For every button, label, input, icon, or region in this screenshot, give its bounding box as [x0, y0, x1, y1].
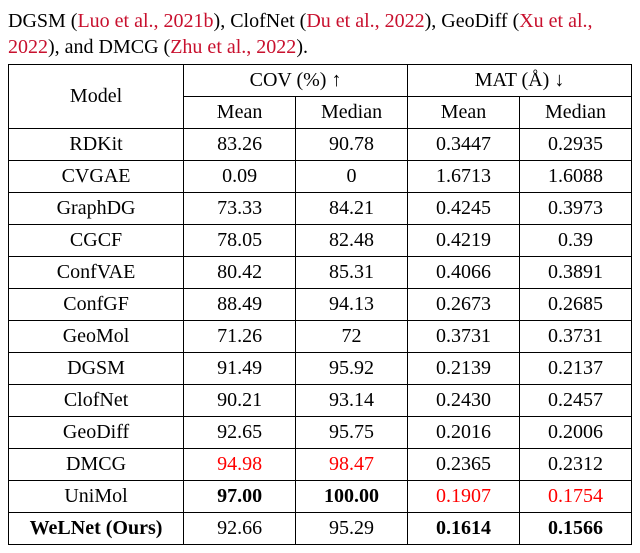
model-cell: CVGAE	[9, 161, 184, 193]
model-cell: DMCG	[9, 449, 184, 481]
col-header-mean: Mean	[184, 97, 296, 129]
mat-median-cell: 0.39	[520, 225, 632, 257]
caption-text: ).	[296, 36, 308, 58]
table-row: GraphDG73.3384.210.42450.3973	[9, 193, 632, 225]
cov-median-cell: 72	[296, 321, 408, 353]
cov-mean-cell: 90.21	[184, 385, 296, 417]
caption-text: ), ClofNet (	[214, 10, 307, 32]
model-cell: CGCF	[9, 225, 184, 257]
cov-median-cell: 98.47	[296, 449, 408, 481]
col-header-median: Median	[296, 97, 408, 129]
cov-mean-cell: 73.33	[184, 193, 296, 225]
cov-mean-cell: 91.49	[184, 353, 296, 385]
mat-median-cell: 1.6088	[520, 161, 632, 193]
cov-median-cell: 94.13	[296, 289, 408, 321]
col-header-cov: COV (%) ↑	[184, 65, 408, 97]
results-table: Model COV (%) ↑ MAT (Å) ↓ Mean Median Me…	[8, 64, 632, 545]
mat-median-cell: 0.2935	[520, 129, 632, 161]
table-header-row: Model COV (%) ↑ MAT (Å) ↓	[9, 65, 632, 97]
col-header-model: Model	[9, 65, 184, 129]
mat-mean-cell: 0.1614	[408, 513, 520, 545]
mat-mean-cell: 0.4245	[408, 193, 520, 225]
table-row: CGCF78.0582.480.42190.39	[9, 225, 632, 257]
mat-median-cell: 0.1566	[520, 513, 632, 545]
table-row: ConfGF88.4994.130.26730.2685	[9, 289, 632, 321]
mat-mean-cell: 0.4219	[408, 225, 520, 257]
table-row: WeLNet (Ours)92.6695.290.16140.1566	[9, 513, 632, 545]
table-row: CVGAE0.0901.67131.6088	[9, 161, 632, 193]
mat-mean-cell: 0.2139	[408, 353, 520, 385]
mat-mean-cell: 0.3447	[408, 129, 520, 161]
cov-median-cell: 95.92	[296, 353, 408, 385]
cov-median-cell: 84.21	[296, 193, 408, 225]
table-row: ConfVAE80.4285.310.40660.3891	[9, 257, 632, 289]
col-header-mean: Mean	[408, 97, 520, 129]
citation-link[interactable]: Du et al., 2022	[306, 10, 424, 32]
cov-median-cell: 95.29	[296, 513, 408, 545]
mat-mean-cell: 0.3731	[408, 321, 520, 353]
mat-median-cell: 0.2312	[520, 449, 632, 481]
cov-mean-cell: 0.09	[184, 161, 296, 193]
cov-median-cell: 93.14	[296, 385, 408, 417]
cov-mean-cell: 97.00	[184, 481, 296, 513]
mat-mean-cell: 0.2673	[408, 289, 520, 321]
cov-mean-cell: 78.05	[184, 225, 296, 257]
citation-link[interactable]: Luo et al., 2021b	[77, 10, 213, 32]
model-cell: GeoDiff	[9, 417, 184, 449]
mat-mean-cell: 0.1907	[408, 481, 520, 513]
model-cell: ConfGF	[9, 289, 184, 321]
table-row: GeoDiff92.6595.750.20160.2006	[9, 417, 632, 449]
col-header-median: Median	[520, 97, 632, 129]
mat-median-cell: 0.3731	[520, 321, 632, 353]
model-cell: GeoMol	[9, 321, 184, 353]
cov-mean-cell: 94.98	[184, 449, 296, 481]
caption-text: ), and DMCG (	[48, 36, 170, 58]
mat-mean-cell: 0.2365	[408, 449, 520, 481]
cov-median-cell: 100.00	[296, 481, 408, 513]
mat-median-cell: 0.3891	[520, 257, 632, 289]
mat-mean-cell: 1.6713	[408, 161, 520, 193]
table-row: ClofNet90.2193.140.24300.2457	[9, 385, 632, 417]
model-cell: WeLNet (Ours)	[9, 513, 184, 545]
cov-median-cell: 85.31	[296, 257, 408, 289]
cov-median-cell: 95.75	[296, 417, 408, 449]
table-caption: DGSM (Luo et al., 2021b), ClofNet (Du et…	[8, 8, 632, 60]
cov-median-cell: 0	[296, 161, 408, 193]
table-row: RDKit83.2690.780.34470.2935	[9, 129, 632, 161]
cov-median-cell: 90.78	[296, 129, 408, 161]
table-row: UniMol97.00100.000.19070.1754	[9, 481, 632, 513]
mat-median-cell: 0.2685	[520, 289, 632, 321]
cov-median-cell: 82.48	[296, 225, 408, 257]
cov-mean-cell: 92.65	[184, 417, 296, 449]
cov-mean-cell: 92.66	[184, 513, 296, 545]
citation-link[interactable]: Zhu et al., 2022	[170, 36, 296, 58]
model-cell: ClofNet	[9, 385, 184, 417]
mat-median-cell: 0.2006	[520, 417, 632, 449]
model-cell: UniMol	[9, 481, 184, 513]
model-cell: DGSM	[9, 353, 184, 385]
model-cell: ConfVAE	[9, 257, 184, 289]
caption-text: DGSM (	[8, 10, 77, 32]
cov-mean-cell: 83.26	[184, 129, 296, 161]
cov-mean-cell: 88.49	[184, 289, 296, 321]
col-header-mat: MAT (Å) ↓	[408, 65, 632, 97]
table-row: DGSM91.4995.920.21390.2137	[9, 353, 632, 385]
mat-mean-cell: 0.4066	[408, 257, 520, 289]
mat-mean-cell: 0.2430	[408, 385, 520, 417]
mat-median-cell: 0.2457	[520, 385, 632, 417]
cov-mean-cell: 71.26	[184, 321, 296, 353]
mat-median-cell: 0.3973	[520, 193, 632, 225]
mat-median-cell: 0.1754	[520, 481, 632, 513]
table-row: GeoMol71.26720.37310.3731	[9, 321, 632, 353]
model-cell: GraphDG	[9, 193, 184, 225]
model-cell: RDKit	[9, 129, 184, 161]
mat-median-cell: 0.2137	[520, 353, 632, 385]
cov-mean-cell: 80.42	[184, 257, 296, 289]
table-row: DMCG94.9898.470.23650.2312	[9, 449, 632, 481]
mat-mean-cell: 0.2016	[408, 417, 520, 449]
caption-text: ), GeoDiff (	[425, 10, 520, 32]
